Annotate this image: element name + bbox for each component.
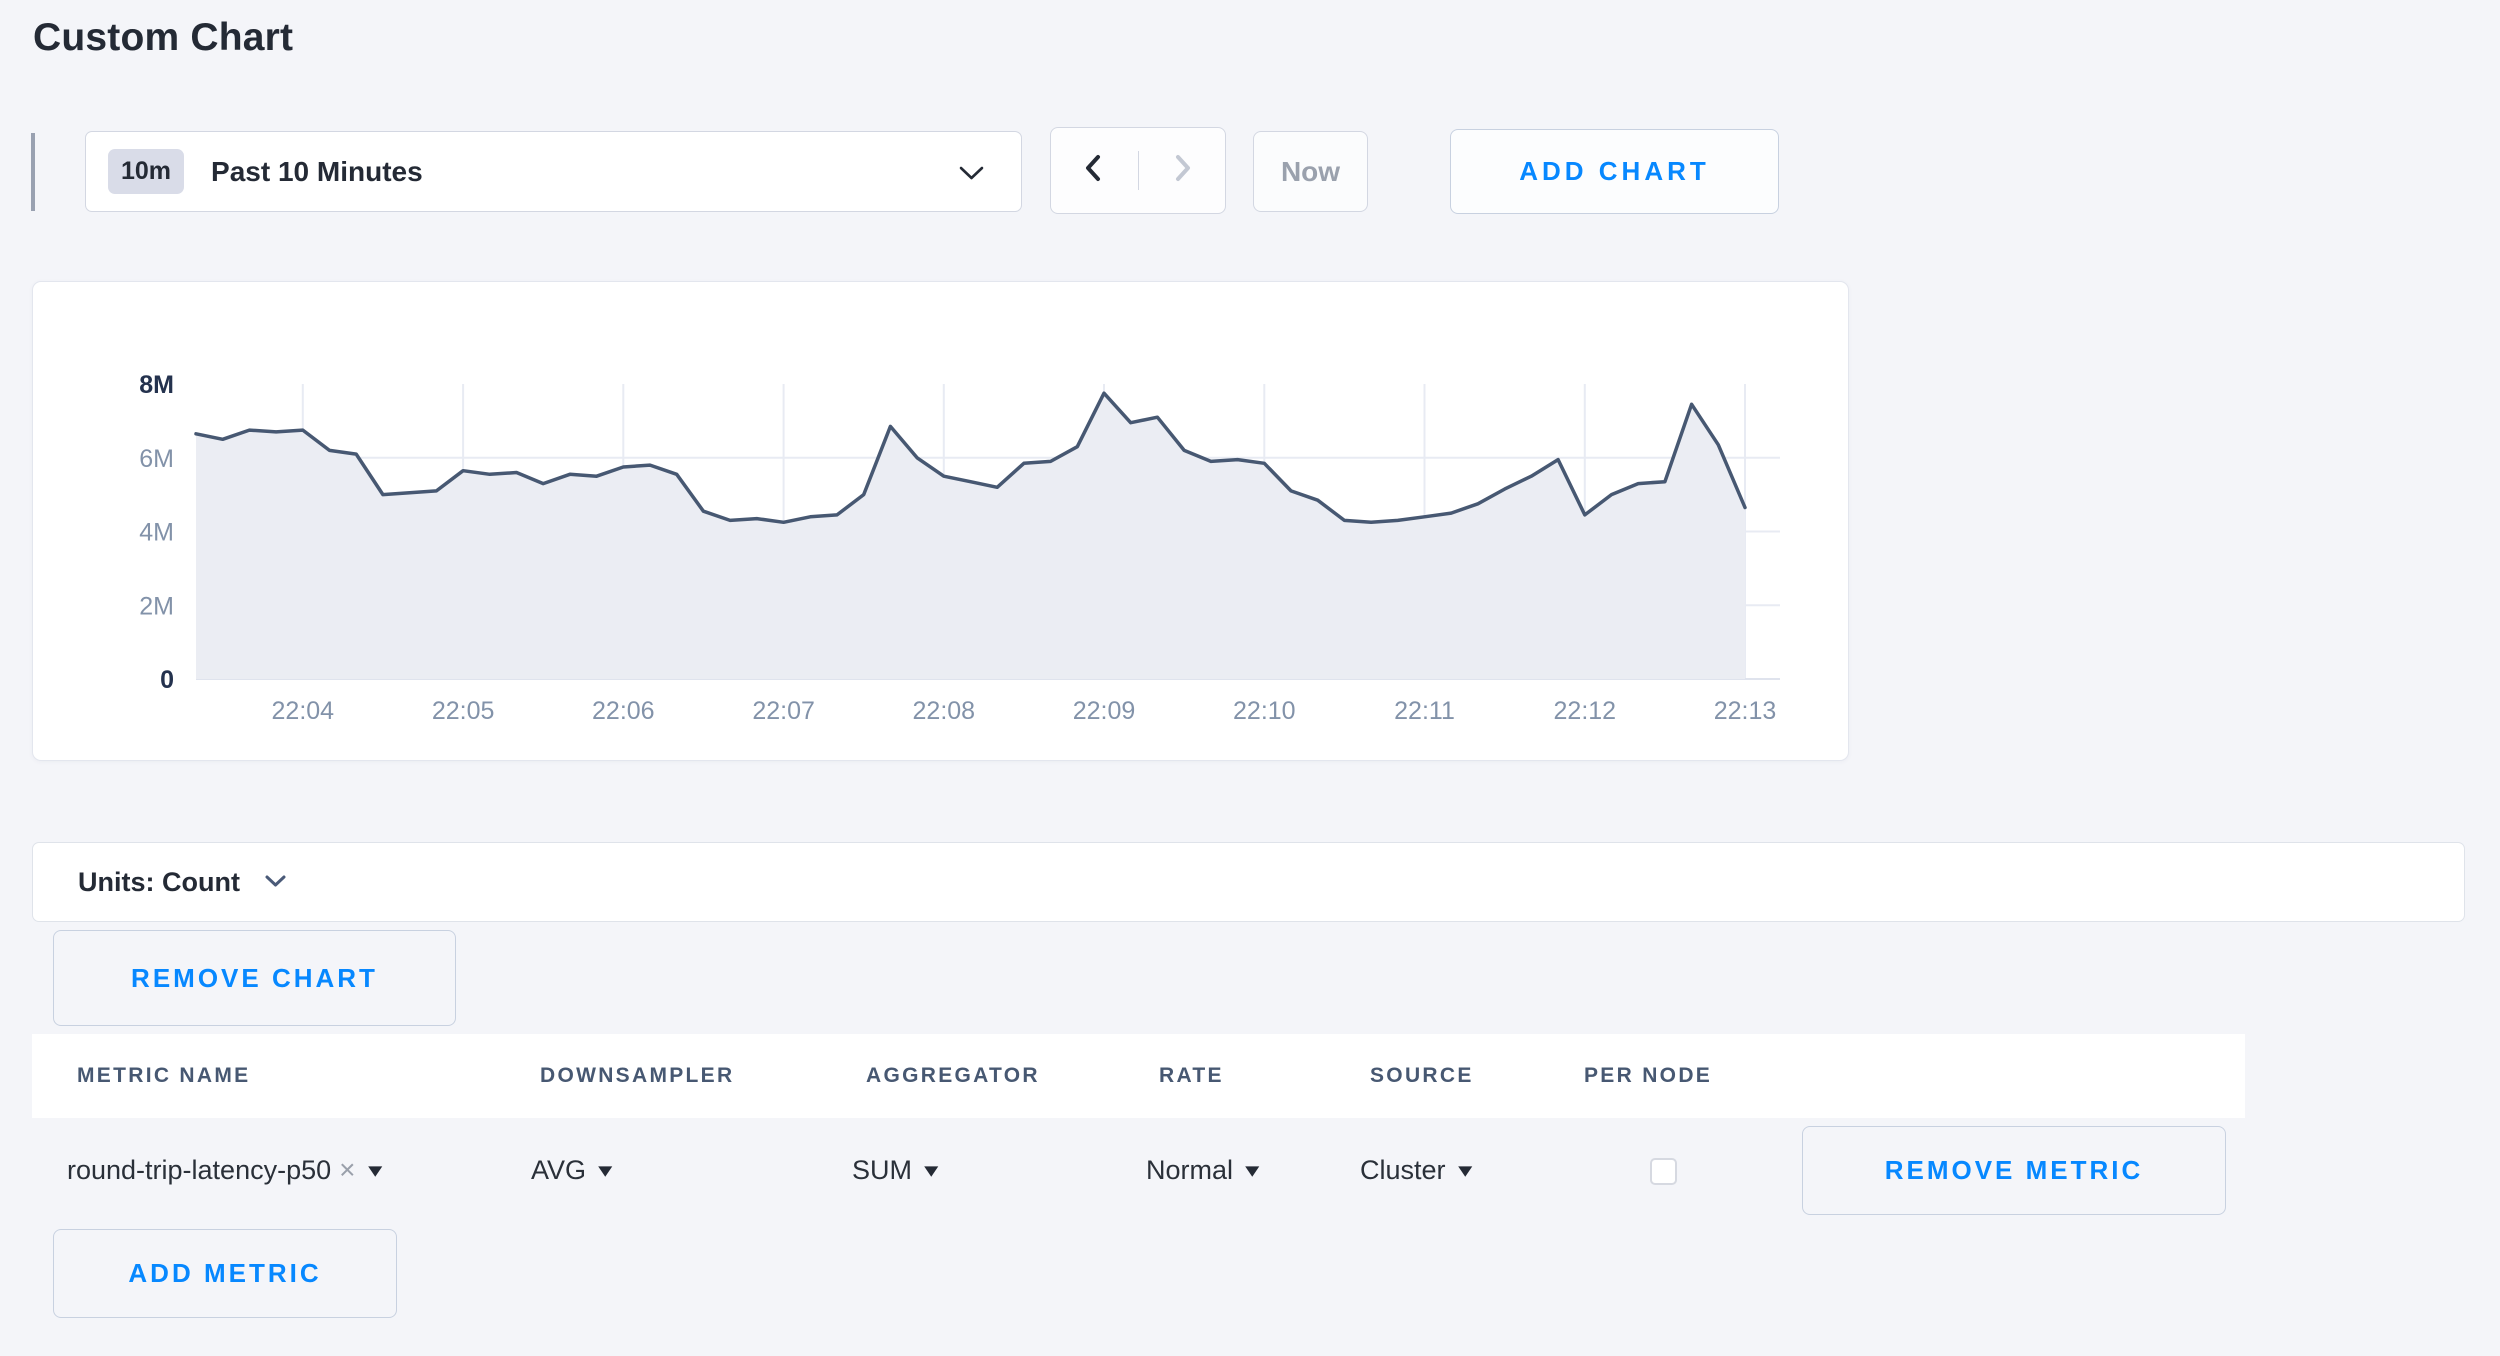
dropdown-caret-icon: ▾ bbox=[367, 1158, 382, 1182]
svg-text:22:05: 22:05 bbox=[432, 697, 495, 725]
chevron-left-icon bbox=[1079, 151, 1109, 190]
metric-name-select[interactable]: round-trip-latency-p50 × ▾ bbox=[67, 1146, 382, 1194]
dropdown-caret-icon: ▾ bbox=[598, 1158, 613, 1182]
prev-time-button[interactable] bbox=[1051, 151, 1139, 190]
column-metric-name: METRIC NAME bbox=[77, 1064, 251, 1087]
svg-text:22:10: 22:10 bbox=[1233, 697, 1296, 725]
svg-text:22:06: 22:06 bbox=[592, 697, 655, 725]
aggregator-value: SUM bbox=[852, 1154, 912, 1185]
aggregator-select[interactable]: SUM ▾ bbox=[852, 1146, 939, 1194]
chevron-down-icon bbox=[958, 165, 985, 187]
column-downsampler: DOWNSAMPLER bbox=[540, 1064, 735, 1087]
time-scale-dropdown[interactable]: 10m Past 10 Minutes bbox=[85, 131, 1022, 212]
add-chart-button[interactable]: ADD CHART bbox=[1450, 129, 1779, 214]
svg-text:22:11: 22:11 bbox=[1394, 697, 1455, 725]
remove-tag-icon[interactable]: × bbox=[339, 1154, 356, 1185]
chevron-right-icon bbox=[1167, 151, 1197, 190]
chart-card: 0 2M 4M 6M 8M 22:04 22:05 22:06 22:07 22:08 22:09 2… bbox=[32, 281, 1849, 761]
time-scale-label: Past 10 Minutes bbox=[211, 155, 423, 187]
svg-text:0: 0 bbox=[160, 666, 174, 694]
svg-text:8M: 8M bbox=[139, 371, 174, 399]
metrics-table-header: METRIC NAME DOWNSAMPLER AGGREGATOR RATE … bbox=[32, 1034, 2245, 1118]
column-per-node: PER NODE bbox=[1584, 1064, 1713, 1087]
column-source: SOURCE bbox=[1370, 1064, 1474, 1087]
custom-chart-svg: 0 2M 4M 6M 8M 22:04 22:05 22:06 22:07 22:08 22:09 2… bbox=[139, 371, 1780, 725]
next-time-button[interactable] bbox=[1139, 151, 1226, 190]
svg-text:22:04: 22:04 bbox=[272, 697, 335, 725]
chevron-down-icon bbox=[264, 874, 287, 894]
svg-text:2M: 2M bbox=[139, 592, 174, 620]
svg-text:22:09: 22:09 bbox=[1073, 697, 1136, 725]
svg-text:22:13: 22:13 bbox=[1714, 697, 1777, 725]
time-scale-badge: 10m bbox=[108, 149, 185, 194]
page-title: Custom Chart bbox=[33, 16, 294, 59]
source-value: Cluster bbox=[1360, 1154, 1446, 1185]
time-nav-group bbox=[1050, 127, 1226, 214]
dropdown-caret-icon: ▾ bbox=[1457, 1158, 1472, 1182]
rate-value: Normal bbox=[1146, 1154, 1234, 1185]
svg-text:6M: 6M bbox=[139, 445, 174, 473]
per-node-checkbox[interactable] bbox=[1650, 1158, 1677, 1185]
column-aggregator: AGGREGATOR bbox=[866, 1064, 1040, 1087]
add-metric-button[interactable]: ADD METRIC bbox=[53, 1229, 397, 1318]
downsampler-select[interactable]: AVG ▾ bbox=[531, 1146, 613, 1194]
column-rate: RATE bbox=[1159, 1064, 1224, 1087]
downsampler-value: AVG bbox=[531, 1154, 587, 1185]
svg-text:22:08: 22:08 bbox=[913, 697, 976, 725]
metric-name-value: round-trip-latency-p50 bbox=[67, 1154, 332, 1185]
units-dropdown[interactable]: Units: Count bbox=[32, 842, 2465, 922]
svg-text:22:12: 22:12 bbox=[1554, 697, 1617, 725]
rate-select[interactable]: Normal ▾ bbox=[1146, 1146, 1260, 1194]
toolbar-accent-bar bbox=[31, 133, 35, 211]
svg-text:22:07: 22:07 bbox=[752, 697, 815, 725]
units-label: Units: Count bbox=[78, 866, 240, 897]
now-button[interactable]: Now bbox=[1253, 131, 1368, 212]
dropdown-caret-icon: ▾ bbox=[1245, 1158, 1260, 1182]
remove-metric-button[interactable]: REMOVE METRIC bbox=[1802, 1126, 2226, 1215]
dropdown-caret-icon: ▾ bbox=[924, 1158, 939, 1182]
remove-chart-button[interactable]: REMOVE CHART bbox=[53, 930, 456, 1026]
svg-text:4M: 4M bbox=[139, 519, 174, 547]
source-select[interactable]: Cluster ▾ bbox=[1360, 1146, 1472, 1194]
